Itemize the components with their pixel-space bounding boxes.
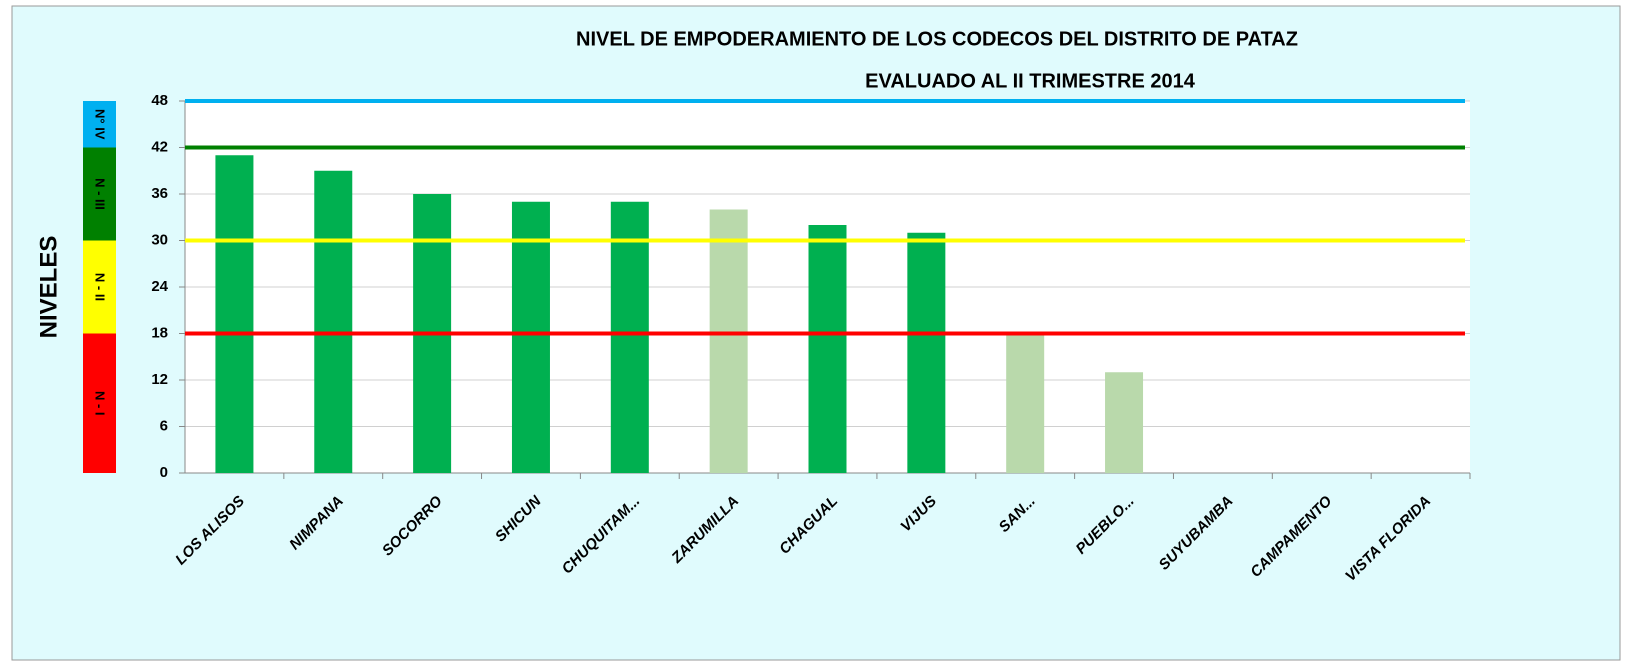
- bar: [1105, 372, 1144, 473]
- y-tick-label: 42: [151, 138, 168, 155]
- level-band: [83, 240, 116, 334]
- level-band: [83, 333, 116, 473]
- level-label: N° IV: [93, 109, 108, 140]
- bar: [907, 232, 946, 473]
- y-tick-label: 36: [151, 185, 168, 202]
- y-tick-label: 30: [151, 231, 168, 248]
- y-tick-label: 48: [151, 92, 168, 109]
- y-axis-title: NIVELES: [35, 236, 62, 339]
- level-label: N - III: [93, 178, 108, 210]
- bar: [808, 225, 847, 473]
- y-tick-label: 6: [160, 417, 168, 434]
- bar: [1006, 333, 1045, 473]
- bar: [215, 155, 254, 473]
- chart-subtitle: EVALUADO AL II TRIMESTRE 2014: [865, 70, 1196, 92]
- bar: [511, 201, 550, 473]
- bar: [314, 170, 353, 473]
- level-band: [83, 147, 116, 241]
- bar: [709, 209, 748, 473]
- bar: [610, 201, 649, 473]
- level-label: N - II: [93, 273, 108, 301]
- y-tick-label: 0: [160, 464, 168, 481]
- y-tick-label: 12: [151, 371, 168, 388]
- y-tick-label: 18: [151, 324, 168, 341]
- y-tick-label: 24: [151, 278, 168, 295]
- chart-title: NIVEL DE EMPODERAMIENTO DE LOS CODECOS D…: [576, 28, 1298, 50]
- level-band: [83, 101, 116, 148]
- level-label: N - I: [93, 391, 108, 416]
